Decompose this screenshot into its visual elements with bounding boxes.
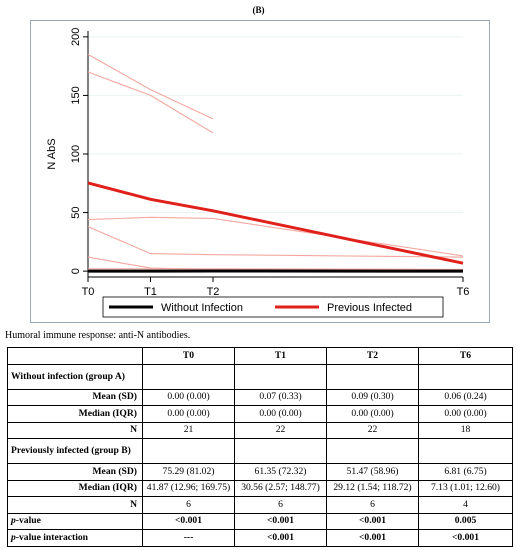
axes: 0 50 100 150 200 N AbS T0 T1 T2 T6 — [46, 28, 469, 298]
p-label-rest: -value — [15, 515, 41, 527]
series-line-individual — [87, 256, 464, 271]
value-cell: --- — [142, 529, 235, 547]
table-row: N 21 22 22 18 — [7, 421, 513, 439]
header-cell-t2: T2 — [326, 347, 419, 365]
value-cell: <0.001 — [234, 529, 327, 547]
row-label-cell: p-value interaction — [7, 529, 143, 547]
value-cell: 0.00 (0.00) — [418, 405, 513, 423]
panel-label: (B) — [252, 5, 265, 15]
value-cell: 0.06 (0.24) — [418, 388, 513, 406]
value-cell — [326, 438, 419, 464]
series-line-individual — [88, 268, 464, 270]
series-line-mean — [87, 181, 464, 265]
value-cell: 6 — [326, 496, 419, 514]
table-row: Mean (SD) 75.29 (81.02) 61.35 (72.32) 51.47… — [7, 463, 513, 481]
y-tick-label: 200 — [70, 28, 82, 46]
value-cell: 29.12 (1.54; 118.72) — [326, 479, 419, 497]
row-label-cell: p-value — [7, 512, 143, 530]
value-cell: 4 — [418, 496, 513, 514]
statistics-table: T0 T1 T2 T6 Without infection (group A) M… — [7, 347, 513, 547]
header-cell-t6: T6 — [418, 347, 513, 365]
figure-caption: Humoral immune response: anti-N antibodi… — [5, 330, 191, 341]
value-cell: 7.13 (1.01; 12.60) — [418, 479, 513, 497]
value-cell — [326, 363, 419, 390]
legend: Without Infection Previous Infected — [102, 296, 444, 318]
series-lines — [87, 53, 464, 273]
chart-panel: 0 50 100 150 200 N AbS T0 T1 T2 T6 Without Infect… — [30, 20, 490, 323]
value-cell: <0.001 — [142, 512, 235, 530]
value-cell: 75.29 (81.02) — [142, 463, 235, 481]
series-line-individual — [87, 226, 464, 258]
value-cell: 22 — [234, 421, 327, 439]
value-cell: 0.07 (0.33) — [234, 388, 327, 406]
series-line-individual — [87, 53, 214, 120]
value-cell: 30.56 (2.57; 148.77) — [234, 479, 327, 497]
table-row: Median (IQR) 0.00 (0.00) 0.00 (0.00) 0.00 (… — [7, 405, 513, 423]
header-cell-t1: T1 — [234, 347, 327, 365]
row-label-cell: Without infection (group A) — [7, 363, 143, 390]
value-cell: 61.35 (72.32) — [234, 463, 327, 481]
x-tick-label: T1 — [144, 286, 157, 298]
value-cell: <0.001 — [234, 512, 327, 530]
grid-lines — [88, 36, 463, 272]
value-cell: 0.00 (0.00) — [326, 405, 419, 423]
legend-box — [102, 296, 444, 318]
value-cell: 0.00 (0.00) — [142, 405, 235, 423]
series-line-individual — [87, 71, 214, 134]
value-cell — [418, 438, 513, 464]
value-cell — [142, 438, 235, 464]
table-row: Previously infected (group B) — [7, 438, 513, 464]
value-cell: 18 — [418, 421, 513, 439]
value-cell: 0.00 (0.00) — [234, 405, 327, 423]
value-cell: <0.001 — [418, 529, 513, 547]
value-cell: 41.87 (12.96; 169.75) — [142, 479, 235, 497]
table-header-row: T0 T1 T2 T6 — [7, 347, 513, 365]
x-tick-label: T6 — [457, 286, 470, 298]
header-cell-t0: T0 — [142, 347, 235, 365]
value-cell: 6.81 (6.75) — [418, 463, 513, 481]
x-tick-label: T2 — [207, 286, 220, 298]
table-row: p-value interaction --- <0.001 <0.001 <0.001 — [7, 529, 513, 547]
value-cell: 0.005 — [418, 512, 513, 530]
header-cell — [7, 347, 143, 365]
y-tick-label: 100 — [70, 145, 82, 163]
table-row: Without infection (group A) — [7, 363, 513, 390]
row-label-cell: Mean (SD) — [7, 388, 143, 406]
value-cell: 6 — [234, 496, 327, 514]
y-axis-title: N AbS — [46, 138, 58, 169]
table-row: p-value <0.001 <0.001 <0.001 0.005 — [7, 512, 513, 530]
value-cell: <0.001 — [326, 512, 419, 530]
table-row: Mean (SD) 0.00 (0.00) 0.07 (0.33) 0.09 (0.3… — [7, 388, 513, 406]
legend-label: Previous Infected — [327, 302, 412, 314]
value-cell — [234, 363, 327, 390]
row-label-cell: N — [7, 496, 143, 514]
value-cell: 0.00 (0.00) — [142, 388, 235, 406]
legend-label: Without Infection — [161, 302, 243, 314]
line-chart: 0 50 100 150 200 N AbS T0 T1 T2 T6 Without Infect… — [46, 28, 469, 318]
p-symbol: p — [11, 515, 16, 527]
row-label-cell: Mean (SD) — [7, 463, 143, 481]
row-label-cell: Median (IQR) — [7, 405, 143, 423]
value-cell: <0.001 — [326, 529, 419, 547]
p-symbol: p — [11, 531, 16, 543]
row-label-cell: Median (IQR) — [7, 479, 143, 497]
p-label-rest: -value interaction — [15, 531, 89, 543]
y-tick-label: 150 — [70, 86, 82, 104]
table-body: Without infection (group A) Mean (SD) 0.00… — [7, 363, 513, 547]
value-cell: 6 — [142, 496, 235, 514]
value-cell — [234, 438, 327, 464]
value-cell: 0.09 (0.30) — [326, 388, 419, 406]
row-label-cell: N — [7, 421, 143, 439]
y-tick-label: 0 — [70, 268, 82, 274]
row-label-cell: Previously infected (group B) — [7, 438, 143, 464]
value-cell — [418, 363, 513, 390]
value-cell: 21 — [142, 421, 235, 439]
value-cell: 51.47 (58.96) — [326, 463, 419, 481]
value-cell — [142, 363, 235, 390]
value-cell: 22 — [326, 421, 419, 439]
x-tick-label: T0 — [82, 286, 95, 298]
table-row: Median (IQR) 41.87 (12.96; 169.75) 30.56 (… — [7, 479, 513, 497]
y-tick-label: 50 — [70, 206, 82, 218]
